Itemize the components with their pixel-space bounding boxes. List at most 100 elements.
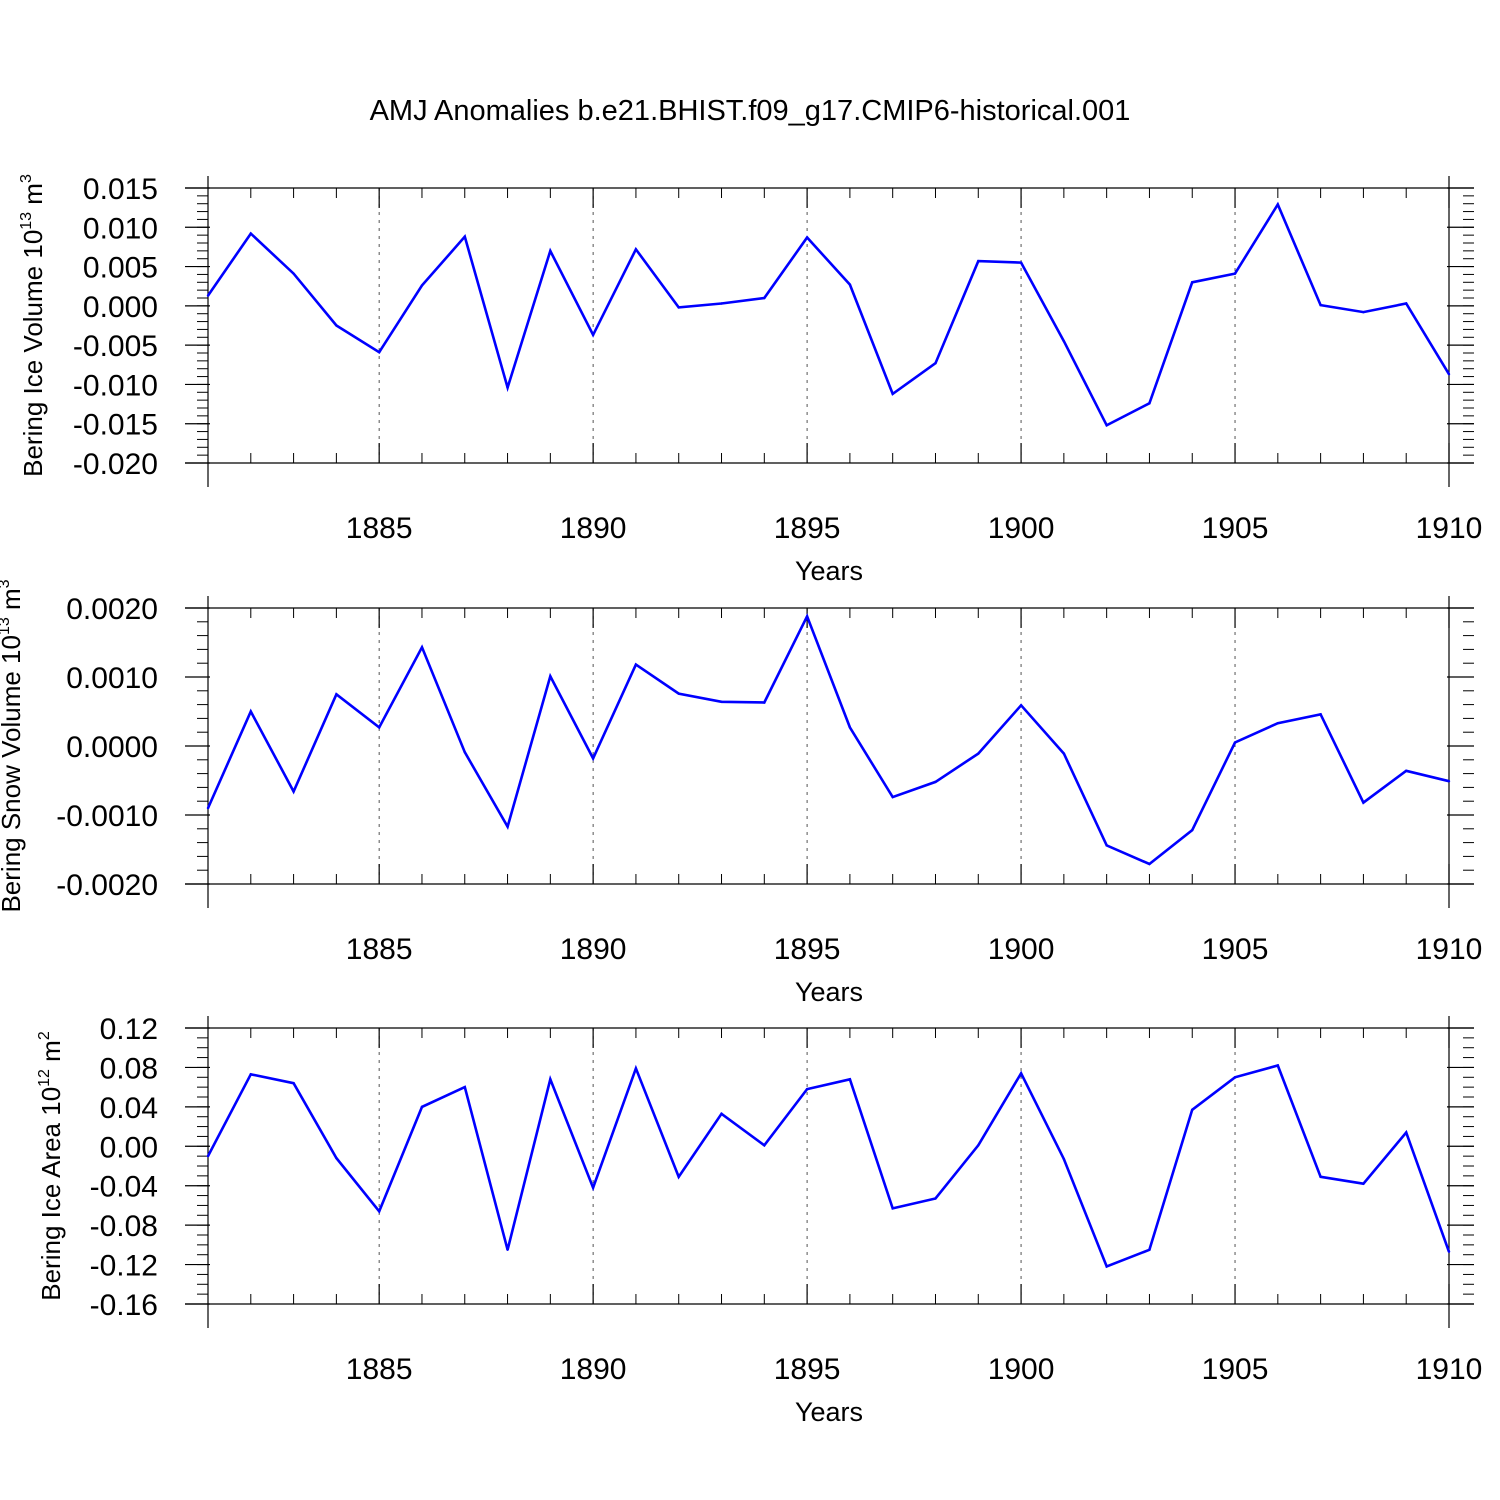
data-point <box>1447 373 1451 376</box>
data-point <box>506 386 509 389</box>
data-point <box>634 248 638 251</box>
data-point <box>1276 722 1280 725</box>
data-point <box>634 1067 638 1070</box>
x-tick-label: 1900 <box>988 1353 1055 1386</box>
data-point <box>891 392 894 396</box>
data-point <box>1276 203 1280 206</box>
data-point <box>377 726 381 729</box>
data-point <box>1105 1265 1108 1268</box>
data-point <box>977 259 980 263</box>
data-point <box>805 1087 809 1091</box>
data-point <box>1148 862 1151 866</box>
data-point <box>1148 402 1151 405</box>
x-tick-label: 1895 <box>774 933 841 966</box>
x-tick-label: 1910 <box>1416 933 1483 966</box>
x-tick-label: 1890 <box>560 512 627 545</box>
y-tick-label: -0.0010 <box>56 800 158 833</box>
y-tick-label: -0.0020 <box>56 869 158 902</box>
data-point <box>848 726 852 729</box>
chart-panel-1: 1885 1890 1895 1900 1905 1910 -0.020 -0.015 -0.0… <box>18 173 1482 586</box>
x-axis-label: Years <box>795 1397 863 1427</box>
data-point <box>934 1197 937 1200</box>
x-tick-label: 1885 <box>346 1353 413 1386</box>
x-axis-label: Years <box>795 556 863 586</box>
data-point <box>549 249 552 253</box>
x-tick-label: 1895 <box>774 512 841 545</box>
x-tick-label: 1900 <box>988 512 1055 545</box>
data-point <box>805 615 809 618</box>
y-tick-label: -0.08 <box>90 1210 158 1243</box>
data-point <box>463 1085 466 1089</box>
data-point <box>1233 272 1237 275</box>
y-tick-label: -0.020 <box>73 448 158 481</box>
data-point <box>206 1154 210 1158</box>
data-point <box>591 757 595 760</box>
data-point <box>506 1248 509 1251</box>
y-tick-label: -0.12 <box>90 1250 158 1283</box>
data-point <box>206 294 210 297</box>
data-point <box>1362 310 1365 314</box>
data-point <box>848 1078 852 1081</box>
series-line <box>206 201 1451 428</box>
data-point <box>763 1144 766 1147</box>
x-tick-label: 1890 <box>560 933 627 966</box>
data-point <box>292 272 295 275</box>
y-tick-label: 0.04 <box>100 1092 158 1125</box>
y-tick-label: 0.0000 <box>66 731 158 764</box>
data-point <box>720 700 723 704</box>
data-point <box>720 1112 723 1115</box>
data-point <box>1319 713 1322 716</box>
data-point <box>1191 1108 1194 1112</box>
data-point <box>934 362 937 365</box>
x-tick-label: 1910 <box>1416 1353 1483 1386</box>
y-tick-label: 0.015 <box>83 173 158 206</box>
y-axis-label: Bering Ice Area 1012 m2 <box>36 1031 66 1301</box>
chart-panel-3: 1885 1890 1895 1900 1905 1910 -0.16 -0.12 -0.08 -… <box>36 1013 1482 1427</box>
x-axis-label: Years <box>795 977 863 1007</box>
data-point <box>1319 303 1322 307</box>
data-point <box>249 232 252 235</box>
y-tick-label: -0.010 <box>73 369 158 402</box>
data-point <box>677 1175 680 1179</box>
y-tick-label: 0.0010 <box>66 662 158 695</box>
data-point <box>1405 769 1408 773</box>
data-point <box>420 284 424 287</box>
data-point <box>292 1082 295 1085</box>
data-point <box>1319 1175 1322 1179</box>
series-line <box>206 1063 1451 1269</box>
data-point <box>1191 281 1194 284</box>
data-point <box>1105 844 1108 847</box>
data-point <box>1233 741 1237 744</box>
y-axis-label: Bering Ice Volume 1013 m3 <box>18 174 48 477</box>
data-point <box>1405 1131 1408 1134</box>
data-point <box>420 1105 424 1109</box>
data-point <box>763 701 766 704</box>
data-point <box>249 1073 252 1076</box>
data-point <box>677 692 680 695</box>
x-tick-label: 1900 <box>988 933 1055 966</box>
data-point <box>1405 302 1408 305</box>
y-tick-label: -0.005 <box>73 330 158 363</box>
y-tick-label: 0.12 <box>100 1013 158 1046</box>
x-tick-label: 1885 <box>346 933 413 966</box>
data-point <box>377 1210 381 1213</box>
data-point <box>763 296 766 300</box>
y-tick-label: 0.005 <box>83 252 158 285</box>
data-point <box>720 302 723 305</box>
data-point <box>377 351 381 354</box>
data-point <box>634 663 638 666</box>
data-point <box>977 752 980 755</box>
data-point <box>292 790 295 793</box>
data-point <box>1019 704 1023 707</box>
x-tick-label: 1905 <box>1202 512 1269 545</box>
y-tick-label: -0.015 <box>73 409 158 442</box>
data-point <box>1191 828 1194 832</box>
data-point <box>1447 1250 1451 1253</box>
y-tick-label: -0.04 <box>90 1171 158 1204</box>
x-tick-label: 1910 <box>1416 512 1483 545</box>
data-point <box>591 1186 595 1189</box>
figure-title: AMJ Anomalies b.e21.BHIST.f09_g17.CMIP6-… <box>369 95 1131 127</box>
y-tick-label: 0.010 <box>83 212 158 245</box>
y-axis-label: Bering Snow Volume 1013 m3 <box>0 579 26 912</box>
data-point <box>335 1156 338 1160</box>
